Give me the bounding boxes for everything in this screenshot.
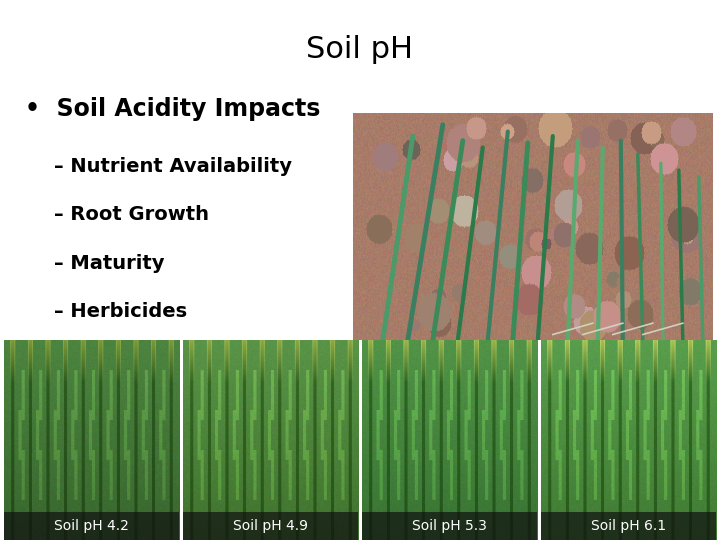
- Bar: [183, 512, 358, 540]
- Bar: [541, 512, 716, 540]
- Text: •  Soil Acidity Impacts: • Soil Acidity Impacts: [25, 97, 320, 121]
- Text: Soil pH 5.3: Soil pH 5.3: [412, 519, 487, 533]
- Text: – Maturity: – Maturity: [54, 254, 164, 273]
- Text: Soil pH 6.1: Soil pH 6.1: [591, 519, 666, 533]
- Text: Soil pH 4.2: Soil pH 4.2: [54, 519, 129, 533]
- Text: Soil pH 4.9: Soil pH 4.9: [233, 519, 308, 533]
- Text: Soil pH: Soil pH: [307, 35, 413, 64]
- Bar: [4, 512, 179, 540]
- Text: – Herbicides: – Herbicides: [54, 302, 187, 321]
- Bar: [361, 512, 537, 540]
- Text: – Nutrient Availability: – Nutrient Availability: [54, 157, 292, 176]
- Text: – Root Growth: – Root Growth: [54, 205, 209, 224]
